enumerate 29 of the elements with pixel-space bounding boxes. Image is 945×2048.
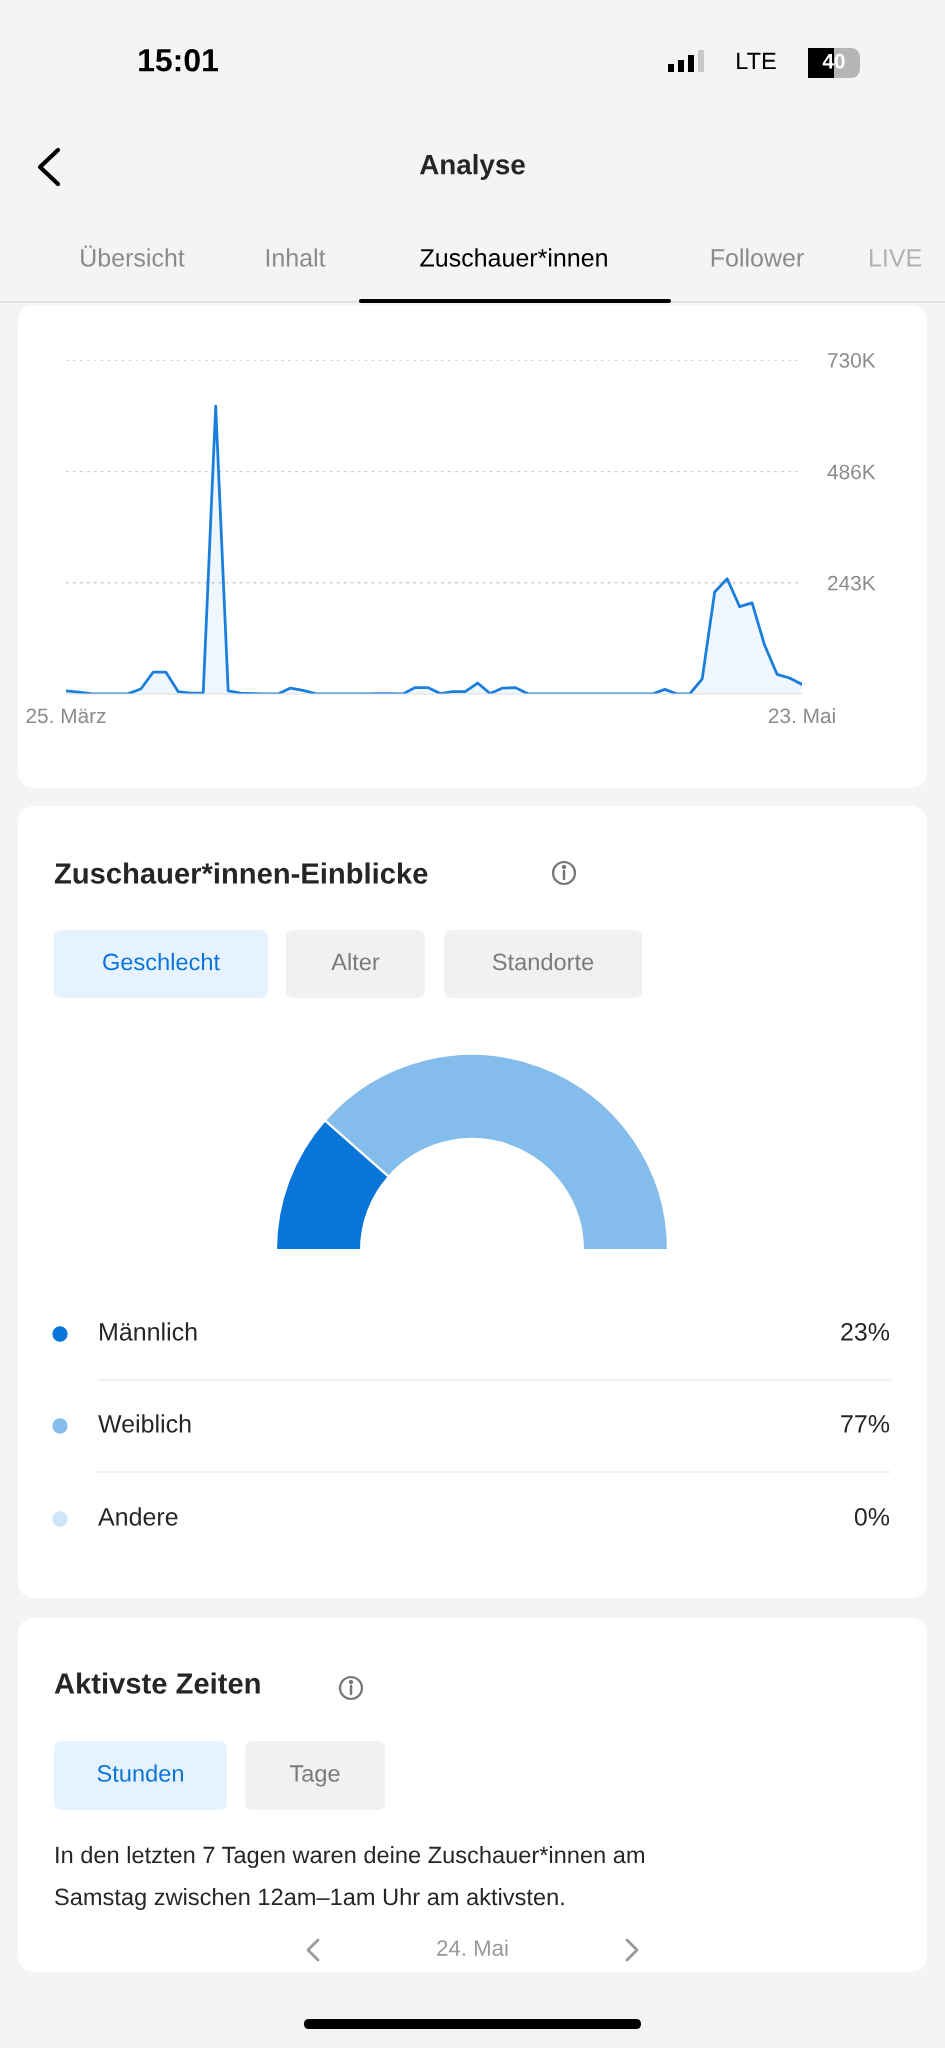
y-tick-label: 243K [828,575,876,591]
text: 24. Mai [437,1939,508,1956]
x-tick-label: 23. Mai [768,707,835,724]
text: Tage [289,1765,340,1787]
y-tick-label: 730K [828,353,876,368]
chart-title: Analyse [419,154,525,180]
text: Zuschauer*innen [420,248,607,267]
text: Übersicht [81,245,185,267]
y-tick-label: 486K [827,464,876,480]
data-label: 23% [841,1323,890,1341]
legend-label: Andere [98,1507,178,1526]
chart-title: Zuschauer*innen-Einblicke [54,862,428,884]
text: Geschlecht [103,952,220,971]
text: Aktivste Zeiten [54,1672,260,1694]
data-label: 77% [841,1415,890,1433]
text: Inhalt [266,248,326,267]
text: In den letzten 7 Tagen waren deine Zuschauer*innen am [56,1845,644,1868]
text: Follower [711,248,804,267]
text: Alter [331,952,380,971]
text: LTE [737,52,776,70]
text: Samstag zwischen 12am–1am Uhr am aktivsten. [55,1887,564,1910]
x-tick-label: 25. März [26,708,106,724]
legend-label: Männlich [100,1322,197,1341]
text: Stunden [97,1764,183,1782]
text: LIVE [870,249,922,267]
text: Standorte [492,952,594,971]
text: 15:01 [139,48,218,72]
legend-label: Weiblich [98,1414,191,1433]
text: 0% [854,1508,890,1526]
